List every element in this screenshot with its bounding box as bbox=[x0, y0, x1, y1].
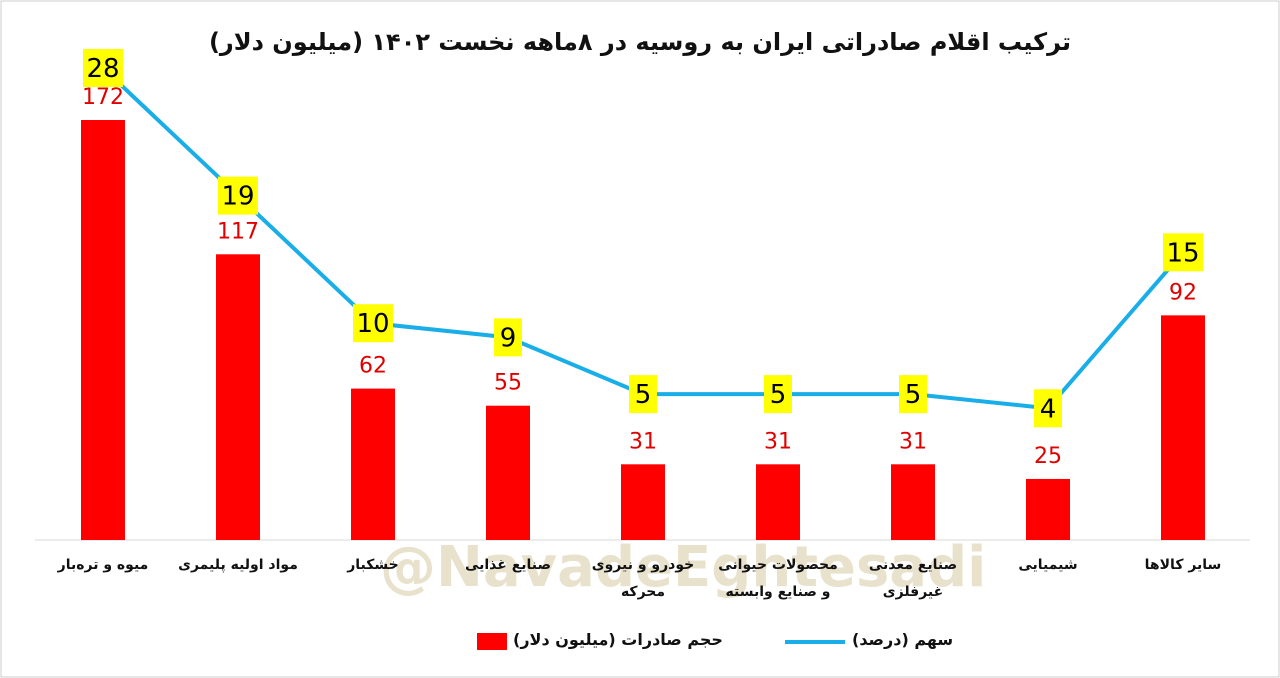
line-value-label: 19 bbox=[221, 182, 254, 212]
bar-value-label: 62 bbox=[359, 354, 387, 379]
x-tick-label: محصولات حیوانی و صنایع وابسته bbox=[718, 557, 838, 600]
bar-value-label: 31 bbox=[629, 429, 657, 454]
watermark: @NavadeEghtesadi bbox=[380, 535, 987, 600]
x-tick-label: صنایع معدنی غیرفلزی bbox=[868, 557, 958, 600]
value-box bbox=[1163, 233, 1203, 272]
value-box bbox=[899, 375, 927, 414]
legend-swatch bbox=[477, 633, 507, 650]
line-value-label: 10 bbox=[356, 309, 389, 339]
line-value-label: 4 bbox=[1040, 394, 1057, 424]
x-tick-label: میوه و تره‌بار bbox=[57, 557, 149, 573]
bar bbox=[621, 464, 665, 540]
bar bbox=[756, 464, 800, 540]
line-value-label: 5 bbox=[905, 380, 922, 410]
x-tick-label: مواد اولیه پلیمری bbox=[178, 557, 298, 573]
value-box bbox=[764, 375, 792, 414]
bar bbox=[891, 464, 935, 540]
legend-label: حجم صادرات (میلیون دلار) bbox=[513, 630, 723, 649]
bar-value-label: 172 bbox=[82, 85, 124, 110]
bar bbox=[1026, 478, 1070, 540]
line-value-label: 5 bbox=[770, 380, 787, 410]
bar-value-label: 55 bbox=[494, 371, 522, 396]
legend-label: سهم (درصد) bbox=[852, 630, 954, 649]
line-value-label: 9 bbox=[500, 323, 517, 353]
bar-value-label: 25 bbox=[1034, 444, 1062, 469]
x-tick-label: سایر کالاها bbox=[1144, 557, 1222, 573]
bar bbox=[486, 405, 530, 540]
bar-value-label: 31 bbox=[764, 429, 792, 454]
value-box bbox=[629, 375, 657, 414]
value-box bbox=[218, 176, 258, 215]
x-tick-label: صنایع غذایی bbox=[464, 557, 552, 573]
x-tick-label: خودرو و نیروی محرکه bbox=[591, 557, 695, 600]
value-box bbox=[83, 49, 123, 87]
value-box bbox=[494, 318, 522, 357]
bar bbox=[1161, 315, 1205, 540]
bar bbox=[81, 120, 125, 540]
bar bbox=[216, 254, 260, 541]
x-tick-label: شیمیایی bbox=[1018, 557, 1078, 573]
bar-value-label: 117 bbox=[217, 219, 259, 244]
x-tick-label: خشکبار bbox=[347, 557, 399, 573]
bar-value-label: 31 bbox=[899, 429, 927, 454]
line-value-label: 15 bbox=[1166, 238, 1199, 268]
value-box bbox=[1034, 389, 1062, 428]
line-value-label: 28 bbox=[86, 54, 119, 84]
line-value-label: 5 bbox=[635, 380, 652, 410]
bar-value-label: 92 bbox=[1169, 280, 1197, 305]
chart-title: ترکیب اقلام صادراتی ایران به روسیه در ۸م… bbox=[208, 28, 1072, 56]
value-box bbox=[353, 304, 393, 343]
bar bbox=[351, 388, 395, 540]
